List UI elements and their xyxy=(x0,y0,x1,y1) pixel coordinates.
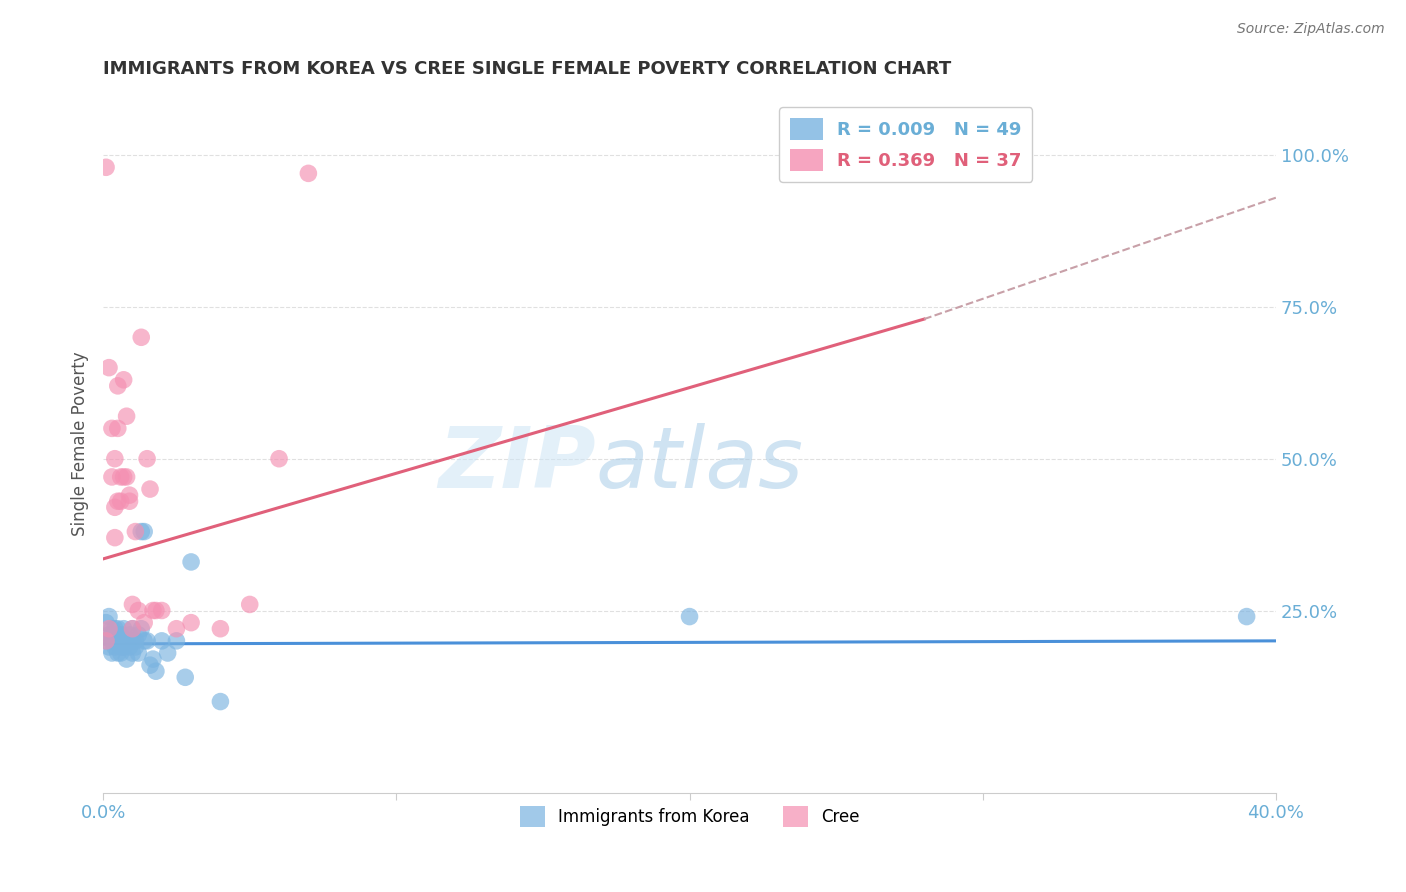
Point xyxy=(115,633,138,648)
Point xyxy=(101,633,124,648)
Point xyxy=(121,598,143,612)
Point xyxy=(134,524,156,539)
Point xyxy=(104,531,127,545)
Point xyxy=(94,161,117,175)
Point xyxy=(98,628,121,642)
Point xyxy=(139,658,162,673)
Point xyxy=(180,615,202,630)
Text: IMMIGRANTS FROM KOREA VS CREE SINGLE FEMALE POVERTY CORRELATION CHART: IMMIGRANTS FROM KOREA VS CREE SINGLE FEM… xyxy=(103,60,952,78)
Point xyxy=(94,633,117,648)
Point xyxy=(165,622,187,636)
Point xyxy=(101,470,124,484)
Point xyxy=(134,615,156,630)
Point xyxy=(118,488,141,502)
Point xyxy=(124,524,146,539)
Point xyxy=(110,494,132,508)
Point xyxy=(98,360,121,375)
Point xyxy=(150,633,173,648)
Point xyxy=(101,646,124,660)
Point xyxy=(118,628,141,642)
Point xyxy=(107,628,129,642)
Point xyxy=(124,633,146,648)
Point xyxy=(1236,609,1258,624)
Text: atlas: atlas xyxy=(596,423,804,506)
Point xyxy=(101,421,124,435)
Point xyxy=(678,609,700,624)
Point xyxy=(209,695,232,709)
Point xyxy=(150,603,173,617)
Point xyxy=(107,633,129,648)
Point xyxy=(129,330,152,344)
Point xyxy=(134,633,156,648)
Point xyxy=(165,633,187,648)
Point xyxy=(145,603,167,617)
Point xyxy=(104,451,127,466)
Point xyxy=(121,633,143,648)
Point xyxy=(145,664,167,678)
Point xyxy=(239,598,262,612)
Point xyxy=(112,373,135,387)
Point xyxy=(104,622,127,636)
Point xyxy=(174,670,197,684)
Point xyxy=(156,646,179,660)
Point xyxy=(104,640,127,654)
Point xyxy=(98,622,121,636)
Point xyxy=(115,409,138,424)
Point xyxy=(110,646,132,660)
Point xyxy=(121,646,143,660)
Point xyxy=(297,166,319,180)
Point xyxy=(180,555,202,569)
Point xyxy=(121,622,143,636)
Point xyxy=(136,633,159,648)
Point xyxy=(107,646,129,660)
Point xyxy=(127,628,149,642)
Point xyxy=(115,470,138,484)
Point xyxy=(112,622,135,636)
Point xyxy=(107,622,129,636)
Point xyxy=(139,482,162,496)
Point xyxy=(118,494,141,508)
Point xyxy=(129,524,152,539)
Point xyxy=(104,633,127,648)
Point xyxy=(267,451,290,466)
Point xyxy=(101,628,124,642)
Point xyxy=(121,622,143,636)
Point xyxy=(112,633,135,648)
Point xyxy=(110,628,132,642)
Point xyxy=(112,470,135,484)
Point xyxy=(115,652,138,666)
Point xyxy=(98,640,121,654)
Point xyxy=(94,633,117,648)
Point xyxy=(107,421,129,435)
Y-axis label: Single Female Poverty: Single Female Poverty xyxy=(72,351,89,536)
Legend: Immigrants from Korea, Cree: Immigrants from Korea, Cree xyxy=(513,799,866,833)
Point xyxy=(107,379,129,393)
Point xyxy=(127,646,149,660)
Point xyxy=(129,622,152,636)
Point xyxy=(142,603,165,617)
Point xyxy=(124,640,146,654)
Point xyxy=(136,451,159,466)
Point xyxy=(101,622,124,636)
Point xyxy=(112,640,135,654)
Text: ZIP: ZIP xyxy=(439,423,596,506)
Point xyxy=(104,500,127,515)
Text: Source: ZipAtlas.com: Source: ZipAtlas.com xyxy=(1237,22,1385,37)
Point xyxy=(110,470,132,484)
Point xyxy=(107,494,129,508)
Point xyxy=(118,640,141,654)
Point xyxy=(98,609,121,624)
Point xyxy=(94,615,117,630)
Point xyxy=(110,640,132,654)
Point xyxy=(209,622,232,636)
Point xyxy=(142,652,165,666)
Point xyxy=(127,603,149,617)
